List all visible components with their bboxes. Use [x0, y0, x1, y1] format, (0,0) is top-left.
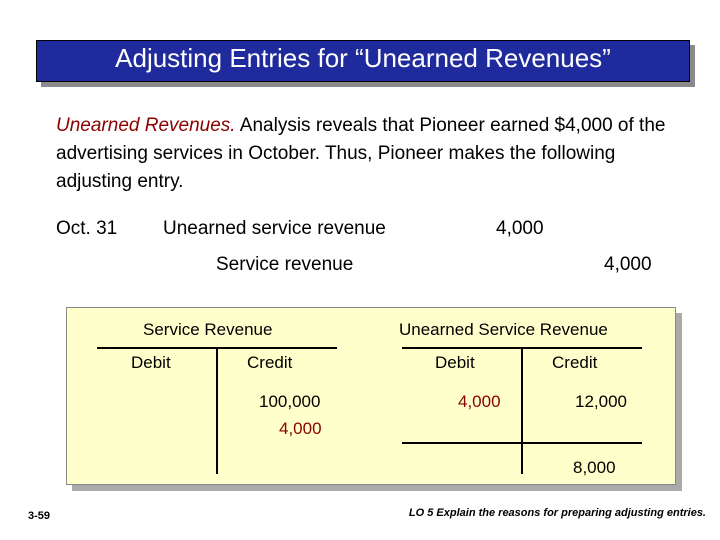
service-revenue-vertical-rule — [216, 348, 218, 474]
unearned-revenue-credit-1: 12,000 — [575, 392, 627, 411]
entry-debit-account: Unearned service revenue — [163, 218, 386, 239]
service-revenue-credit-label: Credit — [247, 353, 293, 372]
unearned-revenue-vertical-rule — [521, 348, 523, 474]
title-banner: Adjusting Entries for “Unearned Revenues… — [36, 40, 690, 82]
intro-paragraph: Unearned Revenues. Analysis reveals that… — [56, 112, 676, 196]
service-revenue-title: Service Revenue — [143, 320, 273, 339]
unearned-revenue-debit-1: 4,000 — [458, 392, 501, 411]
page-number: 3-59 — [28, 510, 51, 522]
unearned-revenue-credit-label: Credit — [552, 353, 598, 372]
unearned-revenue-title: Unearned Service Revenue — [399, 320, 608, 339]
intro-lead: Unearned Revenues. — [56, 115, 236, 136]
entry-credit-amount: 4,000 — [604, 254, 652, 275]
unearned-revenue-debit-label: Debit — [435, 353, 475, 372]
learning-objective: LO 5 Explain the reasons for preparing a… — [408, 507, 706, 519]
page-title: Adjusting Entries for “Unearned Revenues… — [115, 43, 611, 73]
entry-date: Oct. 31 — [56, 218, 118, 239]
unearned-revenue-balance-rule — [402, 442, 642, 444]
t-accounts-panel: Service Revenue Debit Credit 100,000 4,0… — [66, 307, 676, 485]
service-revenue-credit-2: 4,000 — [279, 419, 322, 438]
intro-text: Analysis reveals that Pioneer earned $4,… — [56, 115, 666, 192]
entry-credit-account: Service revenue — [216, 254, 354, 275]
entry-debit-amount: 4,000 — [496, 218, 544, 239]
service-revenue-debit-label: Debit — [131, 353, 171, 372]
unearned-revenue-balance: 8,000 — [573, 458, 616, 477]
service-revenue-credit-1: 100,000 — [259, 392, 321, 411]
